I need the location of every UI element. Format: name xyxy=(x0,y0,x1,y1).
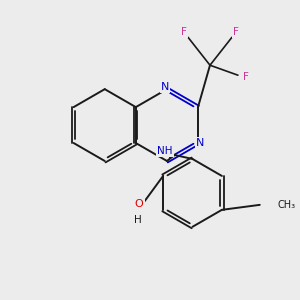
Text: N: N xyxy=(161,82,169,92)
Text: N: N xyxy=(196,138,204,148)
Text: F: F xyxy=(233,27,239,37)
Text: F: F xyxy=(243,72,249,82)
Text: F: F xyxy=(181,27,187,37)
Text: O: O xyxy=(135,199,144,209)
Text: CH₃: CH₃ xyxy=(278,200,296,210)
Text: NH: NH xyxy=(157,146,172,156)
Text: H: H xyxy=(134,215,142,225)
